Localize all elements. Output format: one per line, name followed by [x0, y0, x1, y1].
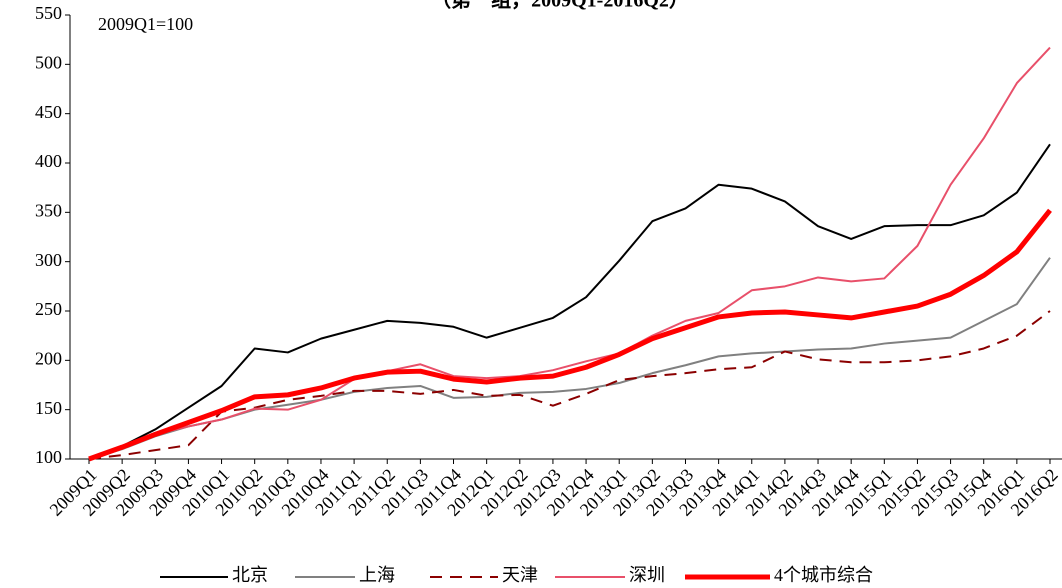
y-tick-label: 500 — [35, 52, 62, 72]
legend-label: 上海 — [359, 565, 395, 585]
y-tick-label: 450 — [35, 102, 62, 122]
y-tick-label: 200 — [35, 348, 62, 368]
series-line — [88, 46, 1051, 460]
series-line — [88, 143, 1051, 460]
legend-label: 天津 — [502, 565, 538, 585]
y-tick-label: 400 — [35, 151, 62, 171]
y-tick-label: 300 — [35, 250, 62, 270]
series-line — [88, 208, 1052, 462]
y-tick-label: 550 — [35, 3, 62, 23]
series-line — [88, 310, 1051, 460]
legend-label: 深圳 — [629, 565, 665, 585]
y-tick-label: 250 — [35, 299, 62, 319]
legend-label: 4个城市综合 — [774, 565, 873, 585]
chart-title: （第一组，2009Q1-2016Q2） — [431, 0, 689, 12]
series-line — [88, 257, 1051, 460]
y-tick-label: 150 — [35, 398, 62, 418]
annotation: 2009Q1=100 — [98, 14, 193, 34]
y-tick-label: 100 — [35, 447, 62, 467]
y-tick-label: 350 — [35, 200, 62, 220]
legend-label: 北京 — [232, 565, 268, 585]
